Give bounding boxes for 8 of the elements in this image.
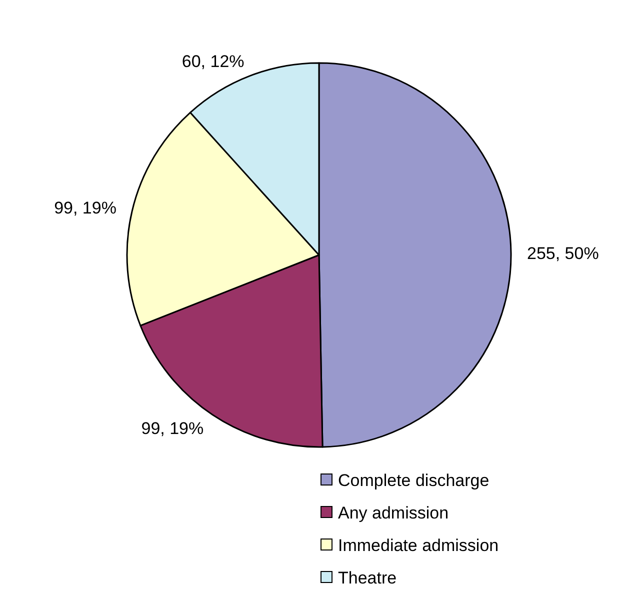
- data-label: 60, 12%: [182, 52, 244, 71]
- legend-label: Theatre: [338, 568, 397, 588]
- legend-label: Any admission: [338, 503, 449, 522]
- data-label: 99, 19%: [54, 198, 116, 218]
- data-label: 99, 19%: [141, 419, 204, 438]
- data-label: 255, 50%: [526, 244, 599, 264]
- legend-label: Immediate admission: [338, 536, 499, 555]
- legend-label: Complete discharge: [338, 470, 490, 490]
